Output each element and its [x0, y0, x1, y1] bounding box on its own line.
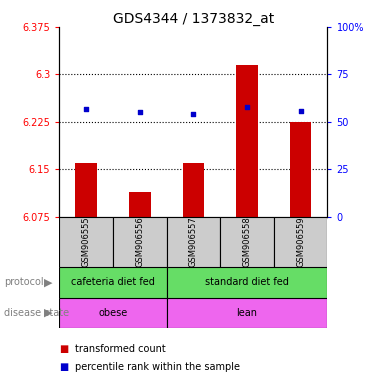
- Bar: [167, 267, 327, 298]
- Bar: [236, 65, 258, 217]
- Bar: [59, 267, 167, 298]
- Bar: [274, 217, 327, 267]
- Text: percentile rank within the sample: percentile rank within the sample: [75, 362, 240, 372]
- Point: [190, 111, 196, 117]
- Text: GSM906557: GSM906557: [189, 217, 198, 267]
- Text: GSM906558: GSM906558: [242, 217, 252, 267]
- Bar: [183, 163, 204, 217]
- Text: ■: ■: [59, 344, 69, 354]
- Text: GSM906559: GSM906559: [296, 217, 305, 267]
- Text: lean: lean: [237, 308, 257, 318]
- Title: GDS4344 / 1373832_at: GDS4344 / 1373832_at: [113, 12, 274, 26]
- Bar: [290, 122, 311, 217]
- Bar: [167, 298, 327, 328]
- Text: ▶: ▶: [44, 308, 52, 318]
- Bar: [129, 192, 151, 217]
- Text: standard diet fed: standard diet fed: [205, 277, 289, 287]
- Point: [137, 109, 143, 116]
- Bar: [113, 217, 167, 267]
- Bar: [59, 217, 113, 267]
- Text: GSM906555: GSM906555: [82, 217, 91, 267]
- Point: [298, 108, 304, 114]
- Text: disease state: disease state: [4, 308, 69, 318]
- Bar: [59, 298, 167, 328]
- Text: GSM906556: GSM906556: [135, 217, 144, 267]
- Point: [244, 104, 250, 111]
- Text: transformed count: transformed count: [75, 344, 165, 354]
- Text: ■: ■: [59, 362, 69, 372]
- Bar: [167, 217, 220, 267]
- Point: [83, 106, 89, 113]
- Text: cafeteria diet fed: cafeteria diet fed: [71, 277, 155, 287]
- Text: obese: obese: [98, 308, 128, 318]
- Text: protocol: protocol: [4, 277, 43, 287]
- Bar: [75, 163, 97, 217]
- Text: ▶: ▶: [44, 277, 52, 287]
- Bar: [220, 217, 274, 267]
